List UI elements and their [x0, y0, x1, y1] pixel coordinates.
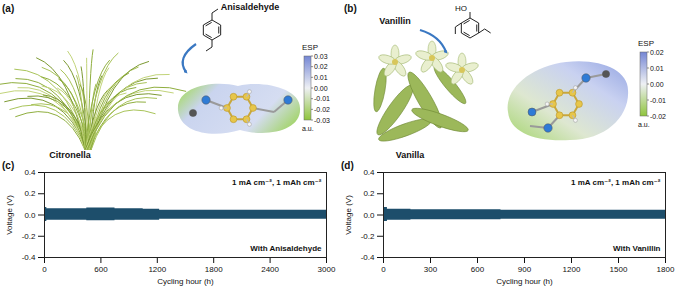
svg-text:0.01: 0.01 [650, 65, 664, 72]
svg-text:With Vanillin: With Vanillin [613, 244, 661, 253]
svg-text:Anisaldehyde: Anisaldehyde [221, 2, 280, 12]
svg-text:-0.02: -0.02 [314, 106, 330, 113]
svg-text:0.0: 0.0 [363, 211, 375, 220]
svg-text:3000: 3000 [318, 265, 336, 274]
svg-text:1800: 1800 [657, 265, 675, 274]
svg-text:0: 0 [42, 265, 47, 274]
svg-text:0.4: 0.4 [24, 168, 36, 177]
svg-text:HO: HO [455, 4, 467, 13]
svg-text:1800: 1800 [205, 265, 223, 274]
svg-text:Voltage (V): Voltage (V) [344, 195, 353, 235]
svg-text:With Anisaldehyde: With Anisaldehyde [250, 244, 322, 253]
svg-text:-0.01: -0.01 [314, 95, 330, 102]
svg-text:900: 900 [518, 265, 532, 274]
svg-text:-0.03: -0.03 [314, 117, 330, 124]
svg-text:ESP: ESP [302, 43, 318, 52]
svg-text:2400: 2400 [261, 265, 279, 274]
svg-text:0.02: 0.02 [650, 49, 664, 56]
svg-text:0.4: 0.4 [363, 168, 375, 177]
svg-text:a.u.: a.u. [302, 125, 314, 132]
svg-text:Citronella: Citronella [49, 150, 92, 160]
html-text:(d): (d) [341, 160, 354, 171]
svg-text:-0.4: -0.4 [22, 253, 36, 262]
svg-text:0.03: 0.03 [314, 53, 328, 60]
svg-text:1 mA cm⁻², 1 mAh cm⁻²: 1 mA cm⁻², 1 mAh cm⁻² [232, 178, 322, 187]
svg-text:-0.2: -0.2 [361, 232, 375, 241]
svg-text:0: 0 [381, 265, 386, 274]
svg-text:(a): (a) [2, 3, 14, 14]
svg-text:Voltage (V): Voltage (V) [5, 195, 14, 235]
svg-text:0.00: 0.00 [650, 81, 664, 88]
svg-text:600: 600 [471, 265, 485, 274]
svg-text:-0.2: -0.2 [22, 232, 36, 241]
svg-text:600: 600 [94, 265, 108, 274]
svg-text:-0.02: -0.02 [650, 113, 666, 120]
svg-text:0.02: 0.02 [314, 63, 328, 70]
svg-text:Vanillin: Vanillin [379, 16, 411, 26]
svg-text:0.2: 0.2 [24, 189, 36, 198]
svg-text:300: 300 [424, 265, 438, 274]
svg-text:1500: 1500 [610, 265, 628, 274]
svg-text:-0.4: -0.4 [361, 253, 375, 262]
svg-text:-0.01: -0.01 [650, 97, 666, 104]
svg-text:0.0: 0.0 [24, 211, 36, 220]
svg-text:ESP: ESP [638, 39, 654, 48]
svg-text:Cycling hour (h): Cycling hour (h) [157, 277, 214, 286]
html-text:(c): (c) [2, 160, 15, 171]
svg-text:1200: 1200 [563, 265, 581, 274]
svg-text:1200: 1200 [148, 265, 166, 274]
svg-text:Cycling hour (h): Cycling hour (h) [496, 277, 553, 286]
svg-text:Vanilla: Vanilla [396, 150, 426, 160]
svg-text:(b): (b) [344, 3, 357, 14]
svg-text:a.u.: a.u. [638, 121, 650, 128]
svg-text:0.2: 0.2 [363, 189, 375, 198]
svg-text:0.01: 0.01 [314, 74, 328, 81]
svg-text:1 mA cm⁻², 1 mAh cm⁻²: 1 mA cm⁻², 1 mAh cm⁻² [571, 178, 661, 187]
svg-text:0.00: 0.00 [314, 85, 328, 92]
